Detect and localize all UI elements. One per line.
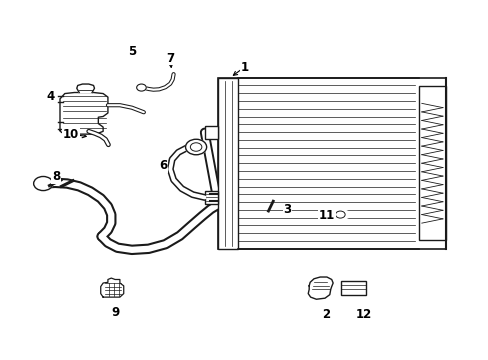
Bar <box>341 281 366 294</box>
Text: 1: 1 <box>240 60 248 73</box>
Text: 4: 4 <box>46 90 55 103</box>
Bar <box>204 191 218 204</box>
Text: 12: 12 <box>354 308 371 321</box>
Circle shape <box>136 84 146 91</box>
Polygon shape <box>77 84 94 93</box>
Text: 3: 3 <box>283 203 291 216</box>
Bar <box>204 126 218 139</box>
Text: 7: 7 <box>166 52 174 65</box>
Text: 9: 9 <box>111 306 119 319</box>
Text: 8: 8 <box>52 170 60 183</box>
Text: 2: 2 <box>321 308 329 321</box>
Bar <box>218 78 238 249</box>
Text: 6: 6 <box>159 159 167 172</box>
Circle shape <box>185 139 206 155</box>
Polygon shape <box>101 278 123 297</box>
Polygon shape <box>307 277 332 299</box>
Text: 5: 5 <box>127 45 136 58</box>
Circle shape <box>190 143 202 151</box>
Text: 10: 10 <box>63 128 79 141</box>
Circle shape <box>335 211 345 218</box>
Bar <box>419 86 445 240</box>
Text: 11: 11 <box>318 209 334 222</box>
Circle shape <box>34 176 53 190</box>
Polygon shape <box>60 93 108 134</box>
Bar <box>218 78 445 249</box>
